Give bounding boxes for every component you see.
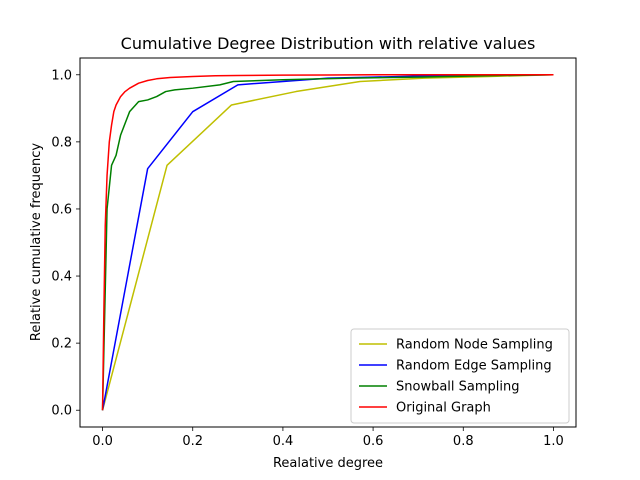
legend-label: Random Node Sampling	[396, 338, 553, 353]
y-tick-label: 0.4	[51, 270, 72, 285]
y-tick-label: 0.8	[51, 135, 72, 150]
x-tick-label: 1.0	[543, 434, 564, 449]
legend-box	[350, 328, 570, 424]
legend-label: Snowball Sampling	[396, 380, 520, 395]
y-tick-label: 0.2	[51, 337, 72, 352]
series-line-3	[101, 74, 554, 411]
legend-label: Original Graph	[396, 401, 491, 416]
chart-title: Cumulative Degree Distribution with rela…	[121, 34, 536, 53]
series-line-4	[101, 74, 554, 411]
y-tick-label: 0.6	[51, 202, 72, 217]
x-tick-label: 0.0	[92, 434, 113, 449]
x-tick-label: 0.6	[363, 434, 384, 449]
y-axis: 0.0 0.2 0.4 0.6 0.8 1.0	[51, 68, 80, 419]
legend: Random Node Sampling Random Edge Sampling…	[350, 328, 570, 424]
plot-area	[101, 74, 554, 411]
axes-frame	[79, 57, 577, 428]
series-line-1	[101, 74, 554, 411]
legend-label: Random Edge Sampling	[396, 359, 552, 374]
x-tick-label: 0.4	[273, 434, 294, 449]
y-tick-label: 1.0	[51, 68, 72, 83]
x-axis-label: Realative degree	[273, 456, 383, 471]
x-tick-label: 0.8	[453, 434, 474, 449]
y-tick-label: 0.0	[51, 404, 72, 419]
y-axis-label: Relative cumulative frequency	[29, 143, 44, 341]
x-tick-label: 0.2	[182, 434, 203, 449]
x-axis: 0.0 0.2 0.4 0.6 0.8 1.0	[92, 427, 564, 449]
